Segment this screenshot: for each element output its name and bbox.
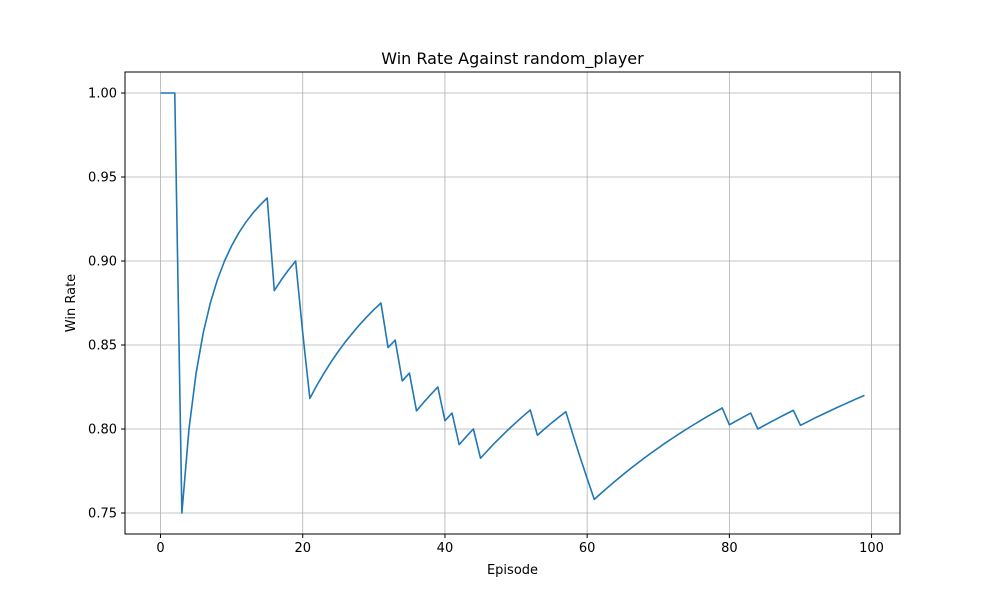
x-tick-label: 60 (579, 541, 596, 556)
x-tick-label: 0 (156, 541, 164, 556)
y-tick-label: 0.95 (88, 171, 117, 186)
grid-layer (125, 72, 900, 534)
series-line (160, 92, 865, 514)
tick-layer: 0 20 40 60 80 100 0.75 0.80 0.85 0.90 0.95 1.00 (88, 87, 884, 557)
x-tick-label: 80 (721, 541, 738, 556)
plot-frame (124, 71, 901, 535)
x-tick-label: 40 (437, 541, 454, 556)
series-layer (160, 92, 865, 514)
y-tick-label: 0.80 (88, 423, 117, 438)
y-tick-label: 1.00 (88, 87, 117, 102)
x-tick-label: 100 (859, 541, 884, 556)
y-tick-label: 0.85 (88, 339, 117, 354)
x-tick-label: 20 (294, 541, 311, 556)
chart-title: Win Rate Against random_player (381, 49, 644, 69)
y-tick-label: 0.75 (88, 507, 117, 522)
y-tick-label: 0.90 (88, 255, 117, 270)
y-axis-label: Win Rate (64, 274, 79, 332)
x-axis-label: Episode (487, 563, 538, 578)
